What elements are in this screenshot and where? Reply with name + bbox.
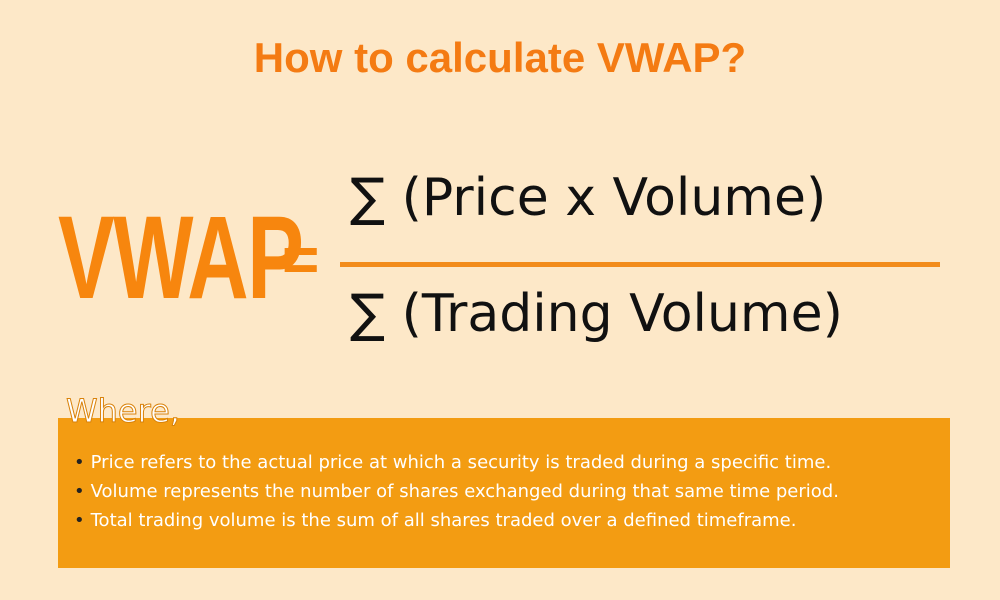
numerator: ∑ (Price x Volume)	[350, 168, 827, 228]
title: How to calculate VWAP?	[253, 34, 747, 81]
formula-lhs: VWAP	[58, 192, 304, 324]
definition-item: Total trading volume is the sum of all s…	[74, 506, 839, 535]
definition-item: Volume represents the number of shares e…	[74, 477, 839, 506]
equals-sign: =	[282, 223, 320, 295]
definition-item: Price refers to the actual price at whic…	[74, 448, 839, 477]
denominator: ∑ (Trading Volume)	[350, 284, 843, 344]
fraction-bar	[340, 262, 940, 267]
definition-list: Price refers to the actual price at whic…	[74, 448, 839, 535]
where-label: Where,	[66, 392, 181, 431]
